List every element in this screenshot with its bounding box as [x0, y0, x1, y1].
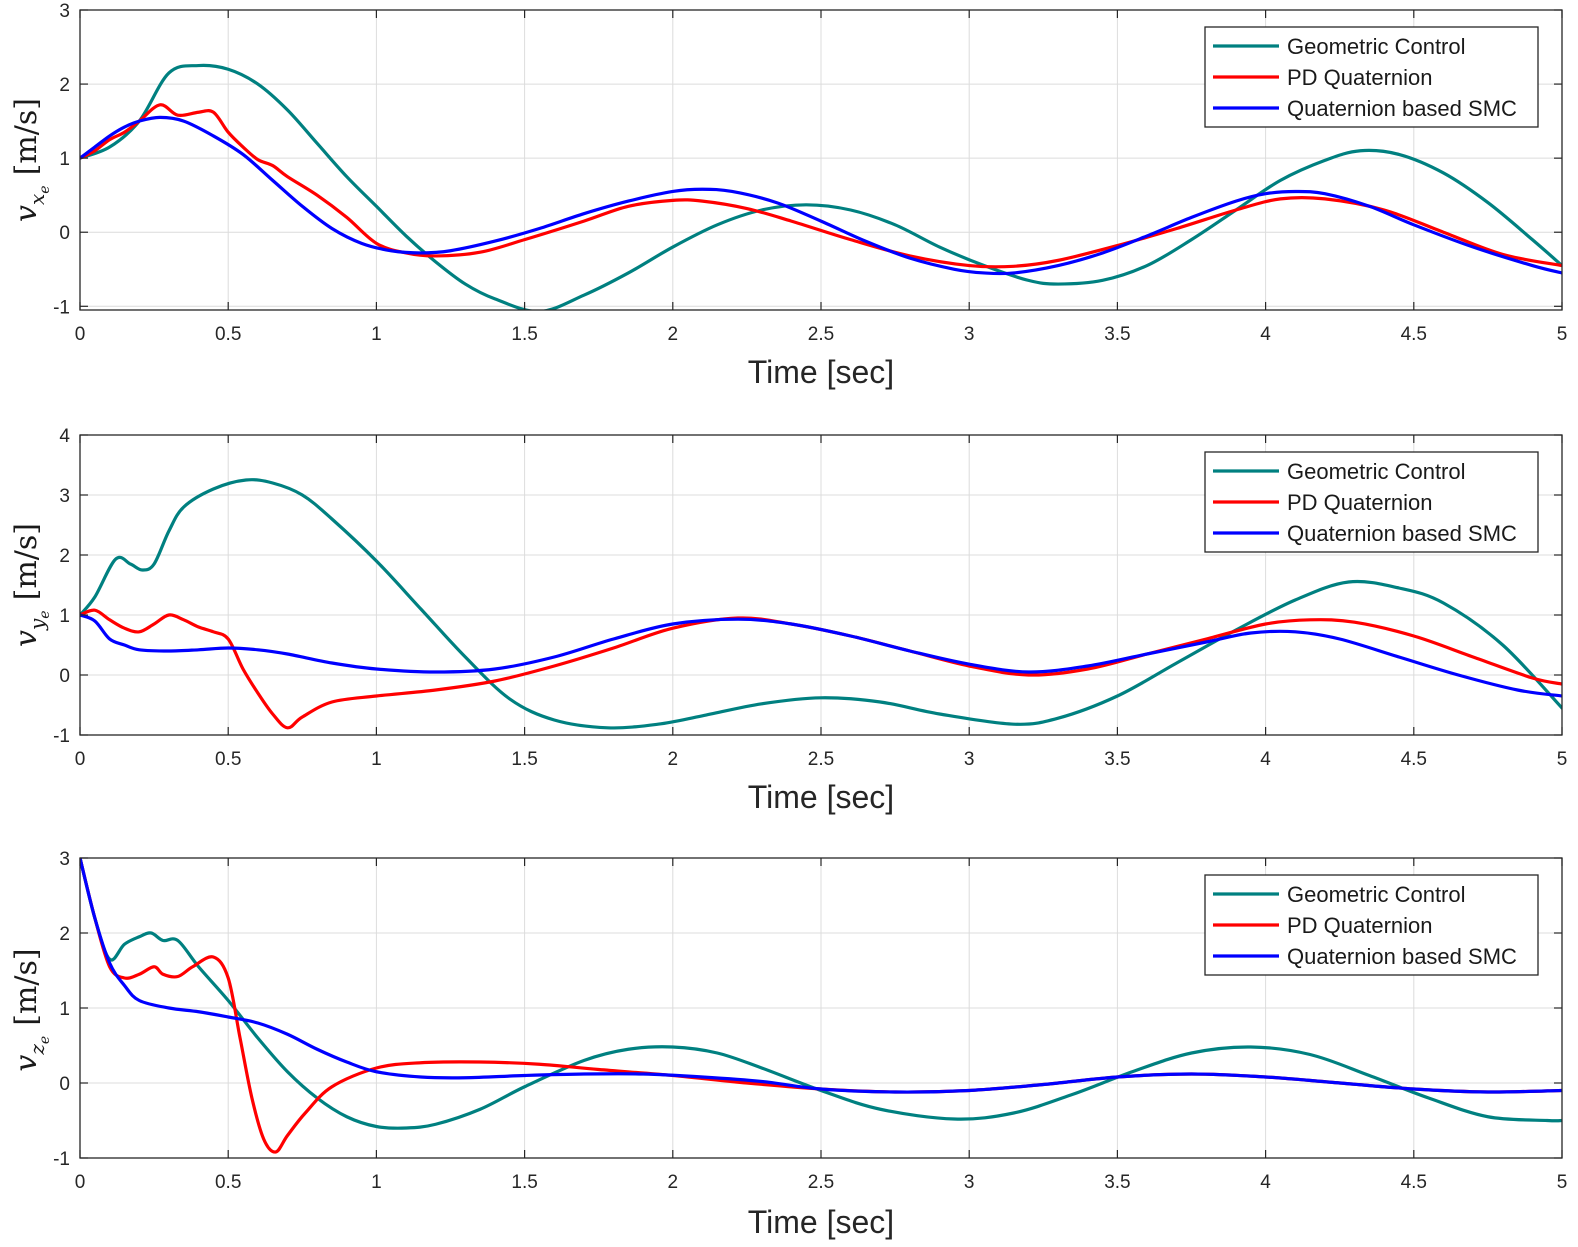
y-tick-label: 1	[59, 606, 70, 627]
x-axis-label: Time [sec]	[748, 779, 894, 815]
legend-label: Geometric Control	[1287, 34, 1466, 59]
x-tick-label: 1.5	[511, 324, 537, 345]
legend: Geometric Control PD Quaternion Quaternion…	[1204, 874, 1539, 976]
x-tick-label: 0	[75, 1172, 86, 1193]
x-tick-label: 3	[964, 1172, 975, 1193]
legend-label: PD Quaternion	[1287, 65, 1433, 90]
legend-label: PD Quaternion	[1287, 490, 1433, 515]
y-tick-label: 2	[59, 924, 70, 945]
y-tick-label: -1	[53, 726, 70, 747]
x-tick-label: 4	[1260, 749, 1271, 770]
x-tick-label: 2	[668, 749, 679, 770]
legend-label: Quaternion based SMC	[1287, 521, 1517, 546]
x-tick-label: 5	[1557, 749, 1568, 770]
x-tick-label: 4.5	[1401, 324, 1427, 345]
y-tick-label: 0	[59, 223, 70, 244]
x-tick-label: 2.5	[808, 749, 834, 770]
x-tick-label: 3.5	[1104, 749, 1130, 770]
series-line-pd-quaternion	[80, 608, 1562, 730]
x-tick-label: 3	[964, 324, 975, 345]
x-tick-label: 5	[1557, 324, 1568, 345]
y-tick-label: -1	[53, 297, 70, 318]
x-tick-label: 2.5	[808, 324, 834, 345]
y-tick-label: 1	[59, 149, 70, 170]
series-line-geometric-control	[80, 478, 1562, 730]
x-tick-label: 3	[964, 749, 975, 770]
x-tick-label: 3.5	[1104, 1172, 1130, 1193]
legend-box	[1204, 874, 1539, 976]
x-tick-label: 1.5	[511, 1172, 537, 1193]
series-line-geometric-control	[80, 858, 1562, 1130]
x-axis-label: Time [sec]	[748, 1204, 894, 1240]
x-tick-label: 1.5	[511, 749, 537, 770]
legend: Geometric Control PD Quaternion Quaternion…	[1204, 26, 1539, 128]
y-axis-label: vxe[m/s]	[9, 98, 53, 222]
x-tick-label: 1	[371, 324, 382, 345]
y-tick-label: 3	[59, 849, 70, 870]
y-tick-label: 2	[59, 75, 70, 96]
x-tick-label: 0.5	[215, 324, 241, 345]
series-group	[80, 63, 1562, 310]
x-tick-label: 4	[1260, 1172, 1271, 1193]
legend-label: Quaternion based SMC	[1287, 96, 1517, 121]
series-line-quaternion-based-smc	[80, 858, 1562, 1094]
y-tick-label: 0	[59, 666, 70, 687]
y-axis-label: vye[m/s]	[9, 523, 53, 647]
series-group	[80, 478, 1562, 730]
y-tick-label: 3	[59, 486, 70, 507]
y-tick-label: -1	[53, 1149, 70, 1170]
y-tick-label: 3	[59, 1, 70, 22]
legend-label: Geometric Control	[1287, 459, 1466, 484]
y-tick-label: 4	[59, 426, 70, 447]
series-line-geometric-control	[80, 63, 1562, 310]
legend-label: Quaternion based SMC	[1287, 944, 1517, 969]
x-tick-label: 2	[668, 1172, 679, 1193]
legend-label: Geometric Control	[1287, 882, 1466, 907]
x-tick-label: 4	[1260, 324, 1271, 345]
x-tick-label: 0.5	[215, 1172, 241, 1193]
y-tick-label: 2	[59, 546, 70, 567]
legend-label: PD Quaternion	[1287, 913, 1433, 938]
x-tick-label: 0	[75, 324, 86, 345]
legend: Geometric Control PD Quaternion Quaternion…	[1204, 451, 1539, 553]
series-line-quaternion-based-smc	[80, 613, 1562, 698]
x-tick-label: 1	[371, 1172, 382, 1193]
x-tick-label: 4.5	[1401, 749, 1427, 770]
y-tick-label: 0	[59, 1074, 70, 1095]
series-line-quaternion-based-smc	[80, 115, 1562, 276]
x-tick-label: 5	[1557, 1172, 1568, 1193]
series-group	[80, 858, 1562, 1154]
series-line-pd-quaternion	[80, 103, 1562, 269]
x-axis-label: Time [sec]	[748, 354, 894, 390]
x-tick-label: 0.5	[215, 749, 241, 770]
y-axis-label: vze[m/s]	[9, 948, 53, 1071]
x-tick-label: 0	[75, 749, 86, 770]
x-tick-label: 2	[668, 324, 679, 345]
x-tick-label: 1	[371, 749, 382, 770]
x-tick-label: 2.5	[808, 1172, 834, 1193]
x-tick-label: 3.5	[1104, 324, 1130, 345]
x-tick-label: 4.5	[1401, 1172, 1427, 1193]
y-tick-label: 1	[59, 999, 70, 1020]
